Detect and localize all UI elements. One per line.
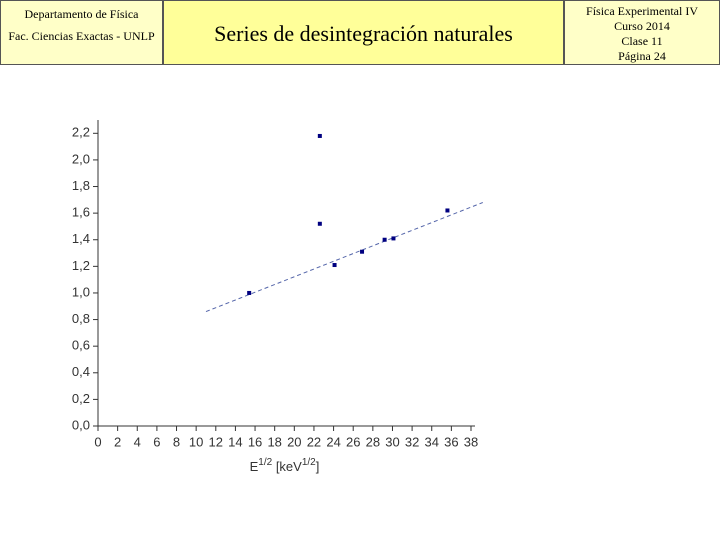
x-tick-label: 28 [366, 434, 380, 449]
data-point [317, 221, 322, 226]
x-tick-label: 20 [287, 434, 301, 449]
x-tick-label: 12 [209, 434, 223, 449]
y-tick-label: 0,4 [72, 364, 90, 379]
y-tick-label: 1,2 [72, 258, 90, 273]
y-tick-label: 0,0 [72, 417, 90, 432]
faculty: Fac. Ciencias Exactas - UNLP [8, 29, 155, 43]
data-point [382, 237, 387, 242]
y-tick-label: 2,0 [72, 151, 90, 166]
y-tick-label: 0,6 [72, 338, 90, 353]
x-tick-label: 32 [405, 434, 419, 449]
course: Física Experimental IV [586, 4, 698, 18]
data-point [247, 290, 252, 295]
y-tick-label: 1,6 [72, 205, 90, 220]
year: Curso 2014 [614, 19, 670, 33]
y-tick-label: 0,8 [72, 311, 90, 326]
x-axis-label: E1/2 [keV1/2] [250, 457, 320, 475]
x-tick-label: 24 [326, 434, 340, 449]
x-tick-label: 18 [267, 434, 281, 449]
header-title: Series de desintegración naturales [163, 0, 564, 65]
x-tick-label: 30 [385, 434, 399, 449]
x-tick-label: 14 [228, 434, 242, 449]
x-tick-label: 22 [307, 434, 321, 449]
x-tick-label: 8 [173, 434, 180, 449]
header-left: Departamento de Física Fac. Ciencias Exa… [0, 0, 163, 65]
class: Clase 11 [621, 34, 663, 48]
data-point [317, 133, 322, 138]
x-tick-label: 2 [114, 434, 121, 449]
x-tick-label: 4 [134, 434, 141, 449]
fit-line [205, 202, 483, 313]
x-tick-label: 36 [444, 434, 458, 449]
x-tick-label: 34 [425, 434, 439, 449]
x-label-part: [keV [272, 459, 302, 474]
x-tick-label: 38 [464, 434, 478, 449]
x-label-part: E [250, 459, 259, 474]
x-tick-label: 26 [346, 434, 360, 449]
data-point [360, 249, 365, 254]
x-label-part: ] [316, 459, 320, 474]
x-tick-label: 6 [153, 434, 160, 449]
page: Página 24 [618, 49, 666, 63]
x-label-superscript: 1/2 [258, 457, 272, 468]
x-tick-label: 10 [189, 434, 203, 449]
data-point [332, 263, 337, 268]
y-tick-label: 1,0 [72, 284, 90, 299]
y-tick-label: 0,2 [72, 391, 90, 406]
y-tick-label: 1,8 [72, 178, 90, 193]
data-point [391, 236, 396, 241]
department: Departamento de Física [24, 7, 139, 21]
x-tick-label: 0 [94, 434, 101, 449]
data-point [445, 208, 450, 213]
x-label-superscript: 1/2 [302, 457, 316, 468]
y-tick-label: 1,4 [72, 231, 90, 246]
y-tick-label: 2,2 [72, 125, 90, 140]
header-right: Física Experimental IV Curso 2014 Clase … [564, 0, 720, 65]
x-tick-label: 16 [248, 434, 262, 449]
